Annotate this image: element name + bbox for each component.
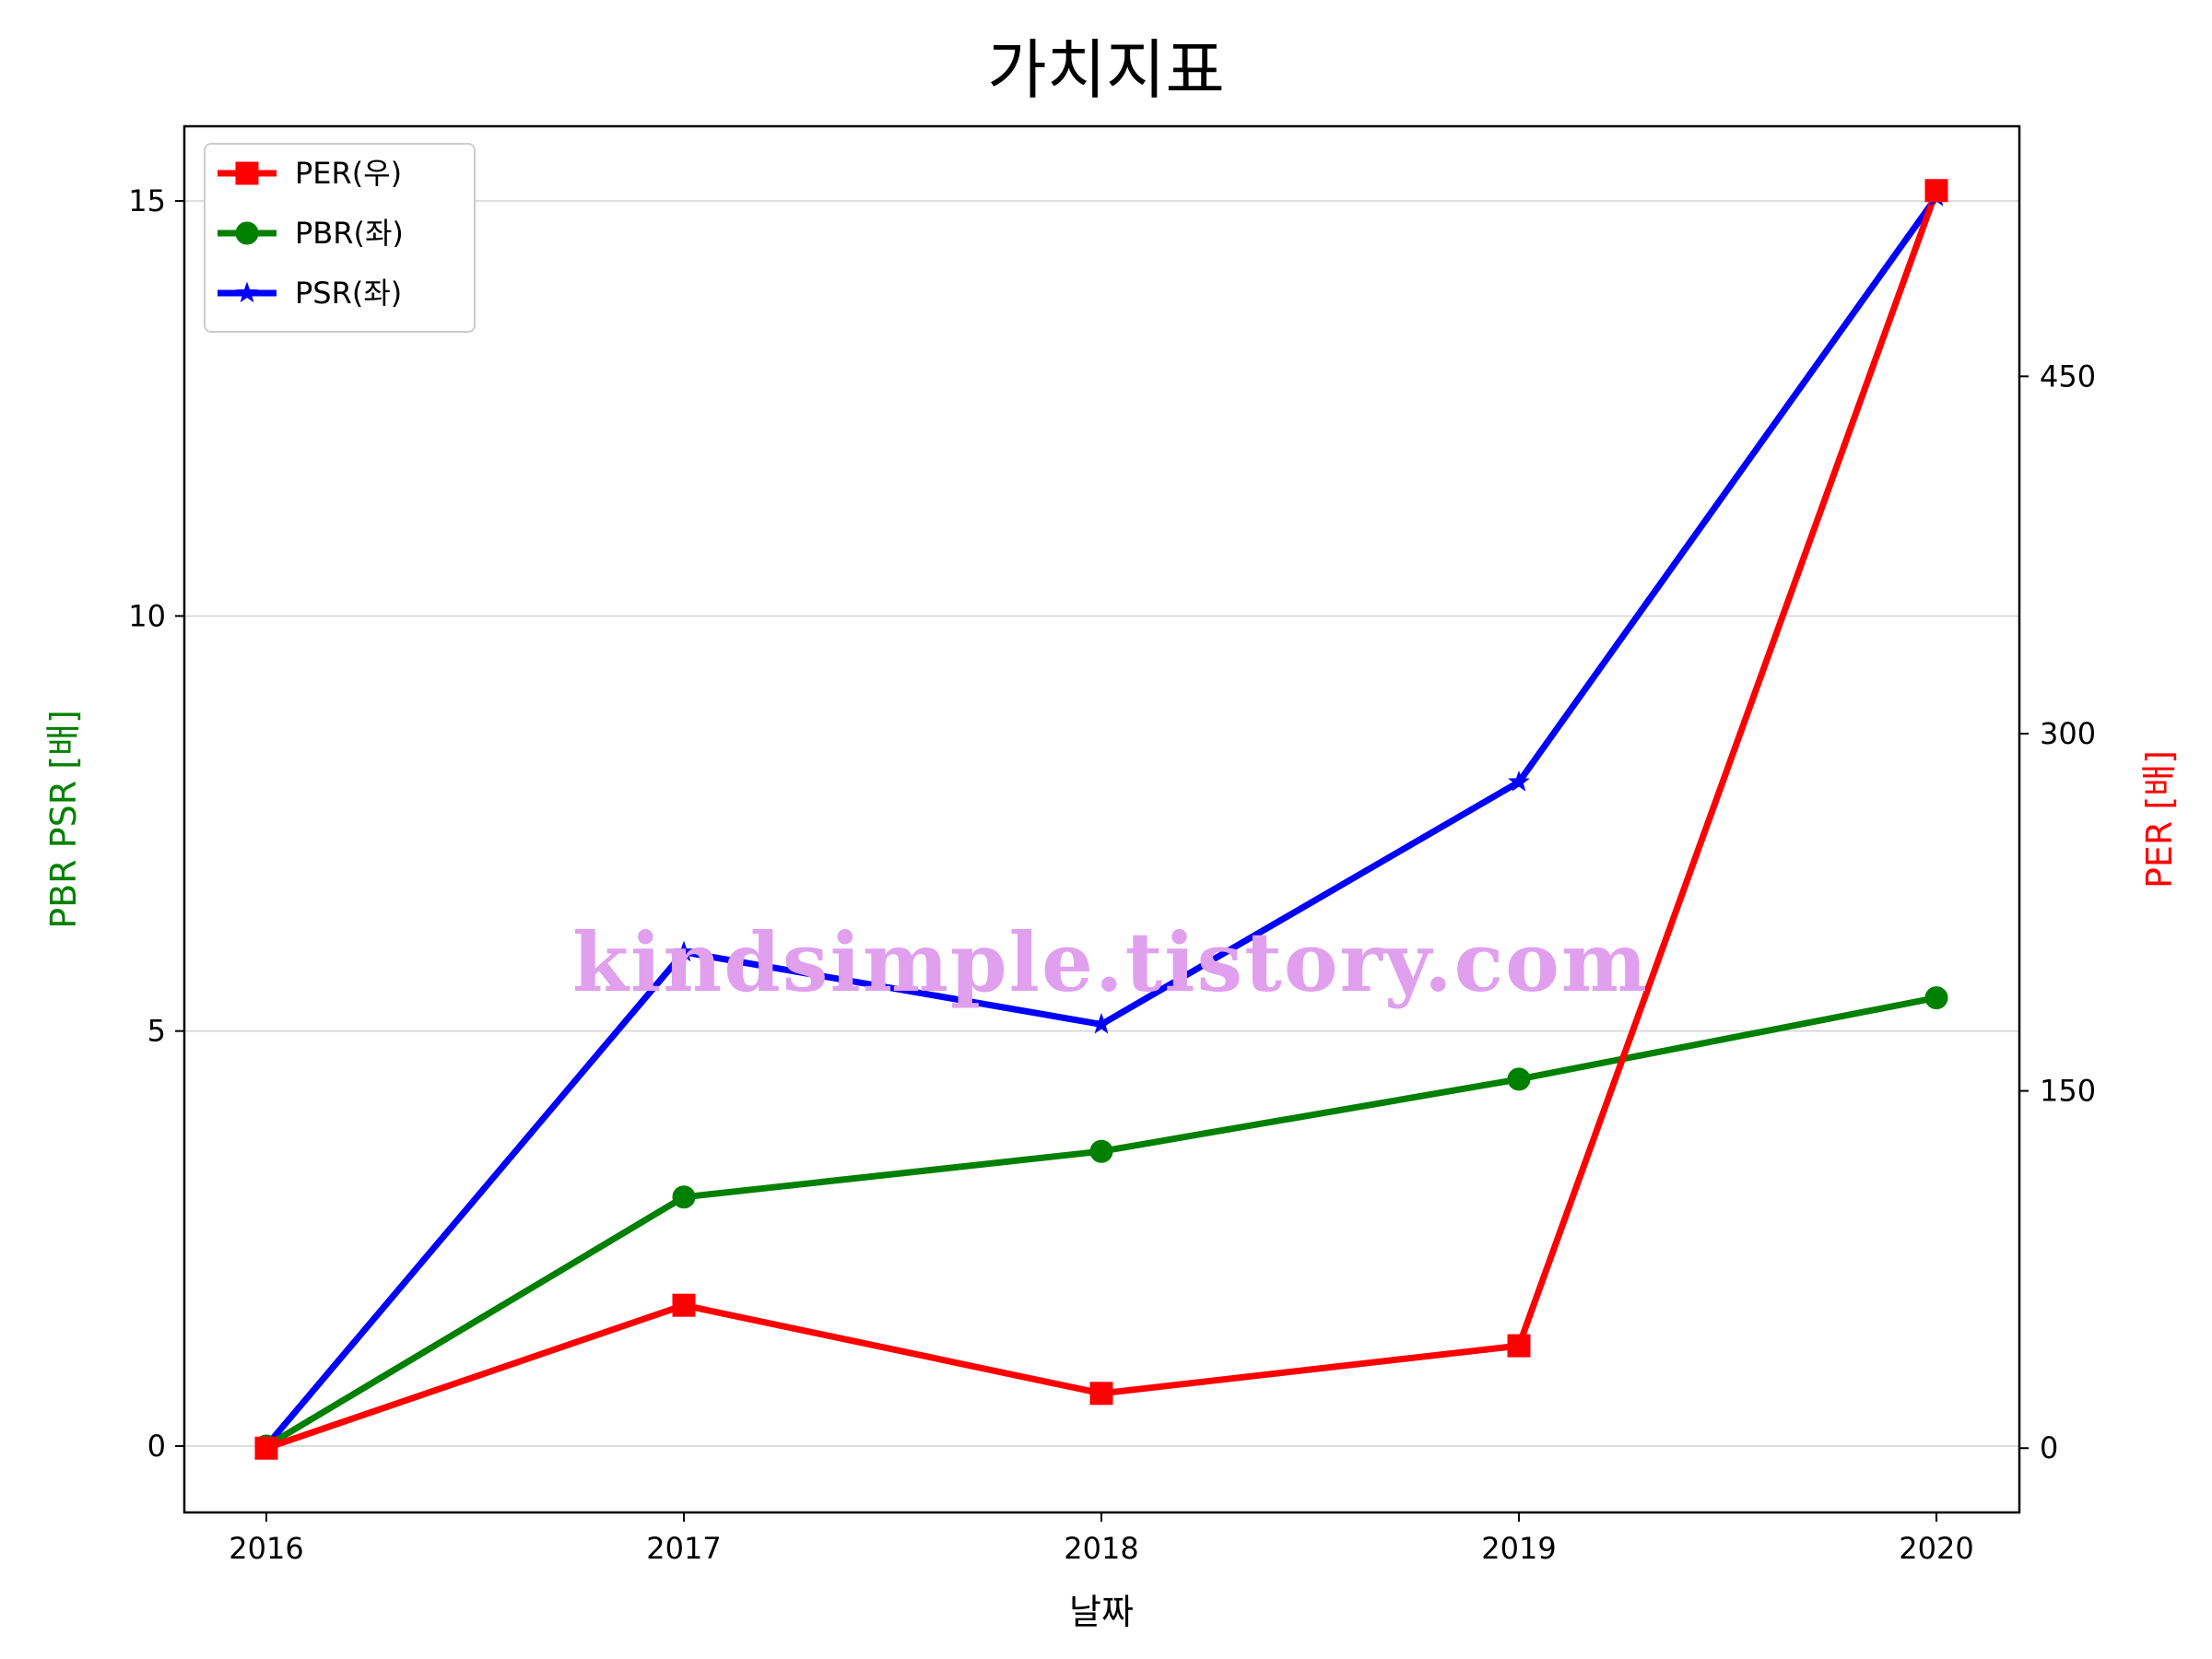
x-tick-label: 2017 xyxy=(646,1531,721,1566)
left-axis-ticks: 0 5 10 15 xyxy=(128,183,184,1464)
left-tick-label: 0 xyxy=(147,1429,166,1464)
per-point xyxy=(1924,179,1948,203)
pbr-point xyxy=(672,1185,696,1209)
per-point xyxy=(1507,1334,1531,1358)
legend-items: PER(우) PBR(좌) PSR(좌) xyxy=(218,156,404,311)
psr-point xyxy=(1508,771,1530,792)
per-point xyxy=(254,1436,278,1460)
right-axis-label: PER [배] xyxy=(2139,750,2180,888)
pbr-point xyxy=(1924,986,1948,1010)
legend: PER(우) PBR(좌) PSR(좌) xyxy=(204,143,476,333)
x-tick-label: 2016 xyxy=(229,1531,303,1566)
legend-box xyxy=(204,143,476,333)
x-tick-label: 2019 xyxy=(1481,1531,1556,1566)
left-axis-label: PBR PSR [배] xyxy=(43,710,84,929)
pbr-point xyxy=(1507,1067,1531,1091)
x-tick-label: 2018 xyxy=(1064,1531,1138,1566)
legend-psr-label: PSR(좌) xyxy=(295,276,402,311)
right-tick-label: 0 xyxy=(2040,1430,2058,1465)
left-tick-label: 5 xyxy=(147,1014,166,1049)
x-axis-label: 날짜 xyxy=(1069,1592,1134,1632)
legend-pbr-swatch-marker xyxy=(235,221,259,245)
pbr-point xyxy=(1089,1139,1113,1163)
psr-point xyxy=(1090,1012,1112,1034)
legend-psr-swatch-marker xyxy=(236,281,258,303)
psr-point xyxy=(673,940,695,962)
watermark-text: kindsimple.tistory.com xyxy=(572,914,1649,1010)
left-tick-label: 15 xyxy=(128,183,166,218)
right-tick-label: 300 xyxy=(2040,716,2096,751)
per-point xyxy=(1089,1382,1113,1406)
per-point xyxy=(672,1293,696,1317)
right-tick-label: 150 xyxy=(2040,1074,2096,1109)
grid-layer xyxy=(184,200,2019,1447)
left-tick-label: 10 xyxy=(128,598,166,633)
chart-title: 가치지표 xyxy=(987,32,1225,108)
x-tick-label: 2020 xyxy=(1899,1531,1973,1566)
legend-pbr-label: PBR(좌) xyxy=(295,216,404,251)
right-axis-ticks: 0 150 300 450 xyxy=(2019,359,2096,1465)
marker-layer xyxy=(254,179,1948,1460)
x-axis-ticks: 2016 2017 2018 2019 2020 xyxy=(229,1512,1974,1566)
right-tick-label: 450 xyxy=(2040,359,2096,394)
legend-per-label: PER(우) xyxy=(295,156,402,191)
legend-per-swatch-marker xyxy=(235,161,259,185)
